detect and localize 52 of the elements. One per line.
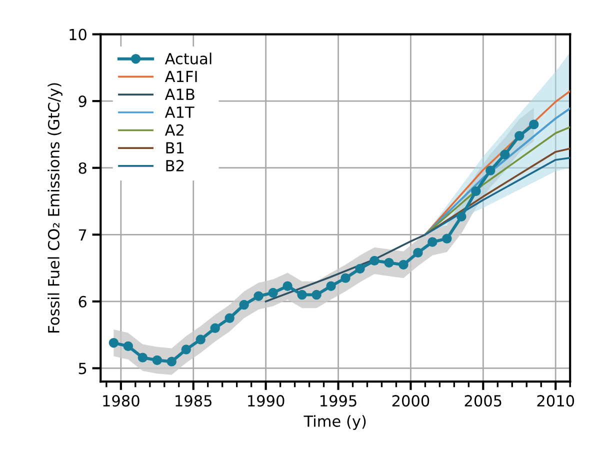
legend-label: Actual	[164, 52, 212, 64]
legend-label: A1T	[164, 106, 194, 118]
point	[486, 166, 496, 176]
y-tick-label: 9	[78, 96, 86, 108]
point	[370, 256, 380, 266]
y-tick-label: 6	[78, 296, 86, 308]
point	[297, 290, 307, 300]
point	[239, 300, 249, 310]
point	[326, 281, 336, 291]
point	[138, 352, 148, 362]
x-tick-label: 2000	[392, 395, 430, 407]
point	[340, 273, 350, 283]
legend-label: B1	[166, 142, 184, 154]
point	[500, 150, 510, 160]
point	[355, 264, 365, 274]
legend-label: A2	[164, 124, 184, 136]
point	[224, 313, 234, 324]
point	[268, 288, 278, 298]
legend-label: A1FI	[164, 70, 197, 82]
y-tick-label: 8	[78, 162, 86, 174]
point	[428, 237, 438, 247]
point	[471, 186, 481, 196]
x-tick-label: 1980	[103, 395, 140, 407]
x-tick-label: 2010	[537, 395, 574, 407]
point	[166, 356, 176, 366]
point	[384, 258, 394, 268]
legend-label: A1B	[164, 88, 194, 100]
y-tick-label: 7	[78, 229, 86, 240]
x-tick-label: 1990	[248, 395, 284, 407]
y-tick-label: 10	[70, 28, 86, 40]
point	[529, 120, 539, 130]
point	[123, 341, 134, 352]
legend-label: B2	[166, 160, 184, 172]
point	[398, 260, 408, 270]
y-tick-label: 5	[78, 362, 86, 374]
point	[514, 130, 524, 141]
point	[254, 291, 264, 301]
point	[152, 355, 162, 366]
point	[210, 323, 220, 334]
point	[282, 281, 292, 291]
point	[196, 334, 206, 344]
x-axis-title: Time (y)	[304, 415, 366, 430]
x-tick-label: 1995	[320, 395, 356, 407]
point	[413, 248, 423, 258]
y-axis-title: Fossil Fuel CO₂ Emissions (GtC/y)	[48, 83, 62, 332]
x-tick-label: 1985	[176, 395, 212, 407]
point	[181, 344, 191, 354]
point	[456, 212, 466, 222]
point	[108, 338, 119, 348]
point	[442, 234, 452, 244]
point	[312, 290, 322, 300]
x-tick-label: 2005	[464, 395, 502, 407]
